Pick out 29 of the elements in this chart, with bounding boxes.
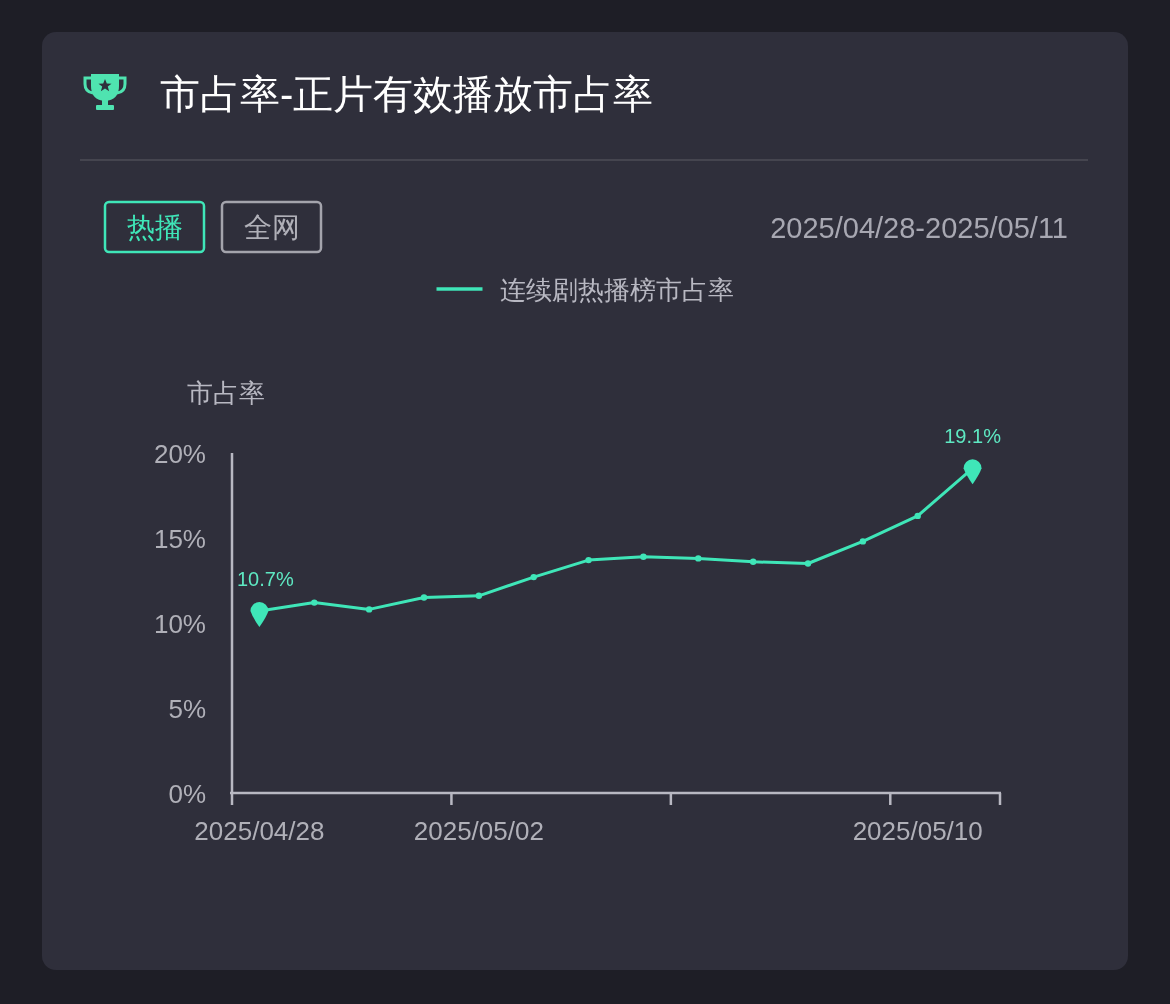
data-label: 10.7% [237, 568, 294, 591]
button: 全网 [220, 200, 323, 254]
x-tick-label: 2025/05/10 [852, 816, 983, 846]
chart-subtitle: 2025/04/28-2025/05/11 [770, 212, 1068, 244]
point [311, 599, 318, 606]
y-tick-label: 5% [168, 694, 206, 724]
chart-title: 市占率-正片有效播放市占率 [160, 72, 654, 116]
point [859, 538, 867, 545]
point [640, 553, 647, 560]
point [475, 592, 483, 599]
y-tick-label: 10% [153, 609, 206, 639]
point [530, 573, 537, 581]
point [365, 606, 373, 613]
y-tick-label: 0% [168, 779, 206, 809]
x-tick-label: 2025/04/28 [194, 816, 325, 846]
y-tick-label: 15% [153, 524, 206, 554]
point [695, 555, 702, 562]
y-axis-title: 市占率 [187, 378, 265, 408]
point [804, 560, 812, 567]
button: 热播 [103, 200, 206, 254]
point [420, 594, 428, 601]
x-tick-label: 2025/05/02 [413, 816, 544, 846]
point [749, 558, 757, 565]
point [914, 512, 921, 520]
y-tick-label: 20% [153, 439, 206, 469]
legend-label: 连续剧热播榜市占率 [499, 275, 734, 305]
point [585, 556, 592, 564]
legend: 连续剧热播榜市占率 [436, 275, 734, 305]
data-label: 19.1% [944, 425, 1002, 448]
